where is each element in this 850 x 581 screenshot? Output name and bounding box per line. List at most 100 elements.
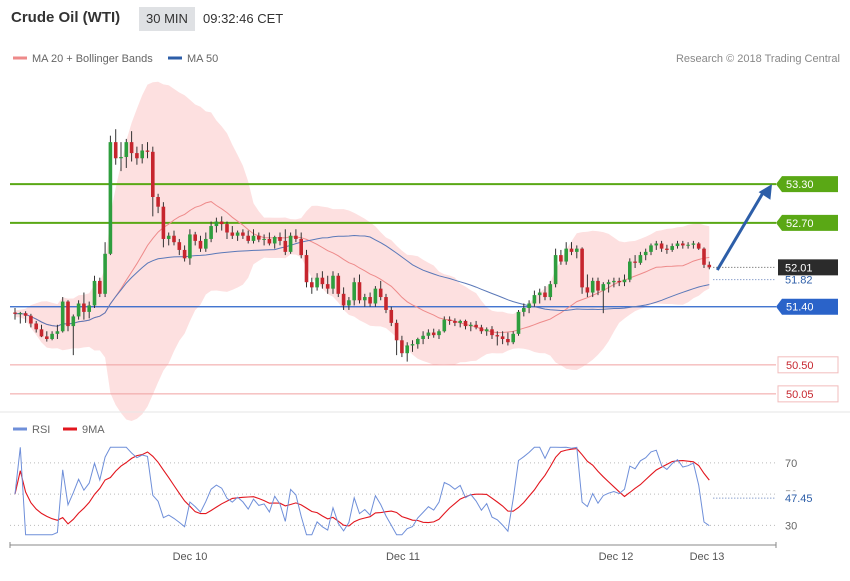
level-tag: 50.50 [786,360,814,372]
candle-body [55,331,60,334]
candle-body [564,248,568,262]
candle-body [585,287,590,293]
current-price-tag-bg [778,259,838,276]
candle-body [654,243,659,246]
level-tag: 50.05 [786,389,814,401]
candle-body [659,243,664,249]
rsi-tick-label: 30 [785,520,797,532]
candle-body [71,316,76,327]
candle-body [198,240,203,249]
candle-body [166,235,171,239]
candle-body [484,329,489,332]
candle-body [87,305,91,312]
candle-body [246,235,250,241]
candle-body [39,329,44,337]
candle-body [394,322,399,341]
candle-body [368,297,372,304]
candle-body [257,235,261,240]
candle-body [559,255,563,262]
forecast-arrow [716,184,772,271]
time-axis: Dec 10 Dec 11 Dec 12 Dec 13 [9,542,777,563]
candle-body [310,282,314,288]
candle-body [474,324,478,328]
candle-body [479,327,484,332]
candle-body [628,261,632,280]
candle-body [230,232,235,236]
candle-body [82,303,86,312]
ma20-line [14,201,710,334]
rsi-panel: 70503047.45 [0,411,850,536]
candle-body [490,329,494,336]
rsi-legend-label: RSI [32,424,50,436]
candle-body [283,240,288,252]
candle-body [288,235,293,252]
candle-body [522,308,526,312]
candle-body [66,301,70,327]
candle-body [29,315,33,324]
candle-body [235,232,240,236]
candle-body [262,238,266,240]
candle-body [691,243,696,245]
candle-body [458,320,462,323]
candle-body [596,280,600,291]
candle-body [606,282,611,285]
candle-body [45,336,49,339]
candle-body [219,221,224,225]
candle-body [294,235,298,239]
candle-body [204,238,208,249]
bollinger-band-area [15,81,710,422]
candle-body [225,224,229,233]
rsi-ma-line [14,448,710,527]
candle-body [617,280,621,283]
candle-body [421,335,425,339]
candle-body [98,280,102,294]
candle-body [590,280,595,293]
level-tag: 52.70 [786,218,814,230]
candle-body [633,261,637,263]
candle-body [702,248,706,265]
candle-body [357,282,362,301]
candle-body [278,237,282,241]
timeframe-badge[interactable]: 30 MIN [139,7,195,31]
rsi-ma-legend-label: 9MA [82,424,105,436]
candle-body [500,336,505,339]
candle-body [161,206,166,239]
instrument-title: Crude Oil (WTI) [11,9,121,26]
candle-body [447,319,452,321]
time-display: 09:32:46 CET [203,11,284,26]
moving-averages [14,201,710,334]
candle-body [156,197,160,207]
candle-body [575,248,579,252]
bollinger-bands [15,81,710,422]
candle-body [304,255,309,283]
key-levels [10,183,776,395]
candle-body [378,288,383,298]
ma20-legend-label: MA 20 + Bollinger Bands [32,53,153,65]
candle-body [431,332,436,336]
candle-body [612,280,616,283]
candle-body [299,238,303,256]
rsi-last-tag-bg [780,491,820,506]
rsi-last-tag: 47.45 [785,493,813,505]
level-tag: 51.40 [786,302,814,314]
candle-body [495,335,500,337]
candle-body [400,340,404,354]
candle-body [209,226,213,239]
x-tick-label: Dec 10 [173,551,208,563]
candle-body [108,142,113,254]
candle-body [543,292,547,298]
candle-body [638,255,643,263]
candle-body [527,303,531,309]
level-tag-bg [777,356,839,374]
chart-legend: MA 20 + Bollinger Bands MA 50 Research ©… [13,53,840,436]
candle-body [145,150,150,152]
candle-body [103,253,107,294]
candle-body [373,288,378,304]
candle-body [336,275,341,294]
candle-body [643,251,648,256]
candle-body [352,282,356,301]
forecast-arrow-shaft [716,190,766,271]
candle-body [347,300,351,306]
